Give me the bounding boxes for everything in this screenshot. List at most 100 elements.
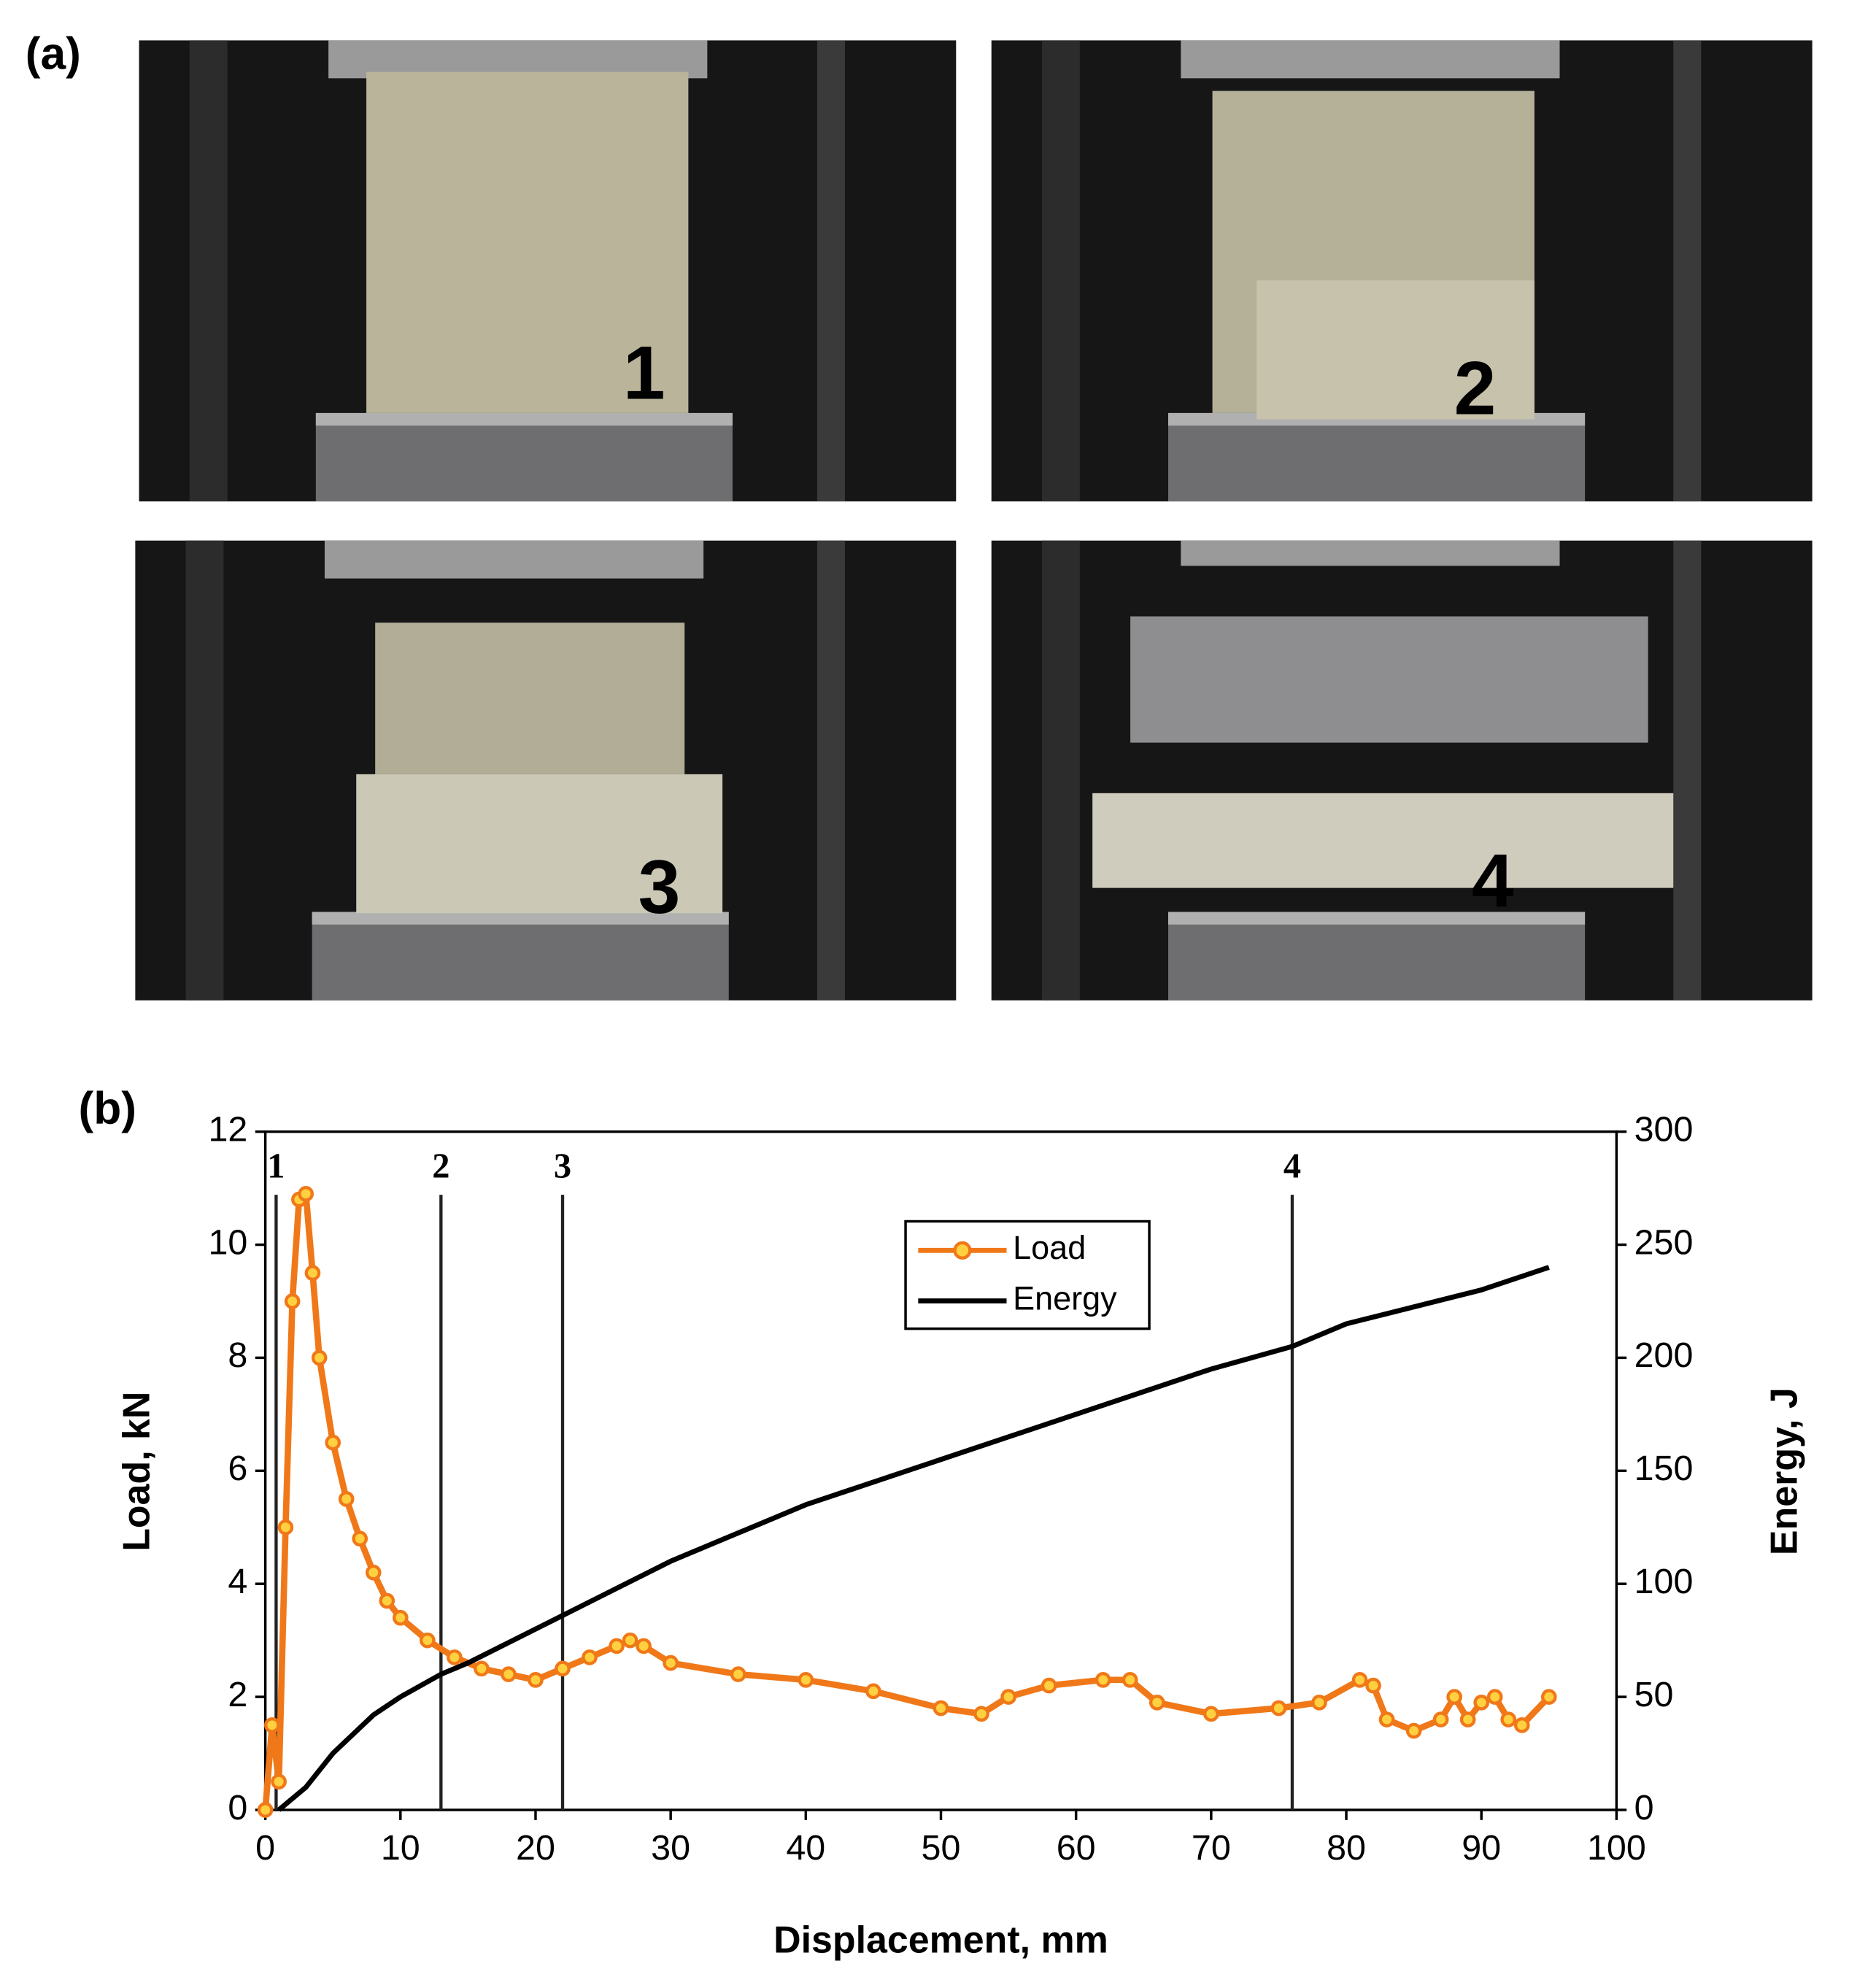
specimen-fold	[356, 774, 723, 914]
series-line	[277, 1265, 1550, 1812]
series-marker	[298, 1186, 314, 1202]
x-tick-label: 0	[255, 1828, 275, 1868]
x-axis-label: Displacement, mm	[773, 1919, 1108, 1961]
specimen-fold	[1257, 280, 1535, 420]
y2-tick-label: 250	[1634, 1222, 1694, 1262]
y2-tick-label: 0	[1634, 1788, 1654, 1827]
series-marker	[663, 1654, 679, 1671]
series-marker	[311, 1349, 328, 1366]
photo-label: 2	[1454, 346, 1497, 431]
photo-label: 1	[623, 331, 665, 416]
series-marker	[264, 1717, 280, 1733]
y2-tick-label: 100	[1634, 1562, 1694, 1601]
lower-platen-edge	[315, 412, 733, 426]
lower-platen	[315, 412, 733, 502]
lower-platen	[312, 912, 729, 1001]
x-tick-label: 20	[516, 1828, 555, 1868]
y-tick-label: 8	[228, 1336, 247, 1375]
series-marker	[1500, 1711, 1517, 1727]
lower-platen	[1168, 912, 1586, 1001]
machine-column	[1041, 540, 1080, 1001]
upper-platen	[1181, 540, 1560, 566]
upper-platen	[1181, 40, 1560, 79]
series-marker	[1459, 1711, 1476, 1727]
upper-platen-disk	[1130, 616, 1648, 743]
lower-platen-edge	[1168, 912, 1586, 925]
series-marker	[1513, 1717, 1530, 1733]
y2-tick-label: 50	[1634, 1675, 1674, 1714]
series-marker	[474, 1660, 490, 1677]
series-marker	[501, 1666, 517, 1682]
series-marker	[1000, 1689, 1016, 1705]
series-marker	[1540, 1689, 1557, 1705]
machine-column	[189, 40, 228, 502]
machine-column	[1673, 40, 1702, 502]
series-marker	[1122, 1672, 1138, 1688]
series-marker	[1378, 1711, 1395, 1727]
series-marker	[1446, 1689, 1462, 1705]
series-marker	[1311, 1695, 1327, 1711]
series-marker	[1486, 1689, 1503, 1705]
x-tick-label: 70	[1192, 1828, 1231, 1868]
specimen	[366, 72, 689, 413]
y-tick-label: 4	[228, 1562, 247, 1601]
series-marker	[1270, 1700, 1287, 1717]
series-marker	[1149, 1695, 1165, 1711]
x-tick-label: 40	[786, 1828, 825, 1868]
machine-column	[185, 540, 224, 1001]
x-tick-label: 80	[1327, 1828, 1366, 1868]
legend-box	[904, 1220, 1151, 1330]
series-marker	[304, 1265, 321, 1282]
series-marker	[284, 1293, 301, 1309]
series-marker	[933, 1700, 949, 1717]
y-tick-label: 6	[228, 1449, 247, 1488]
series-marker	[973, 1706, 989, 1722]
x-tick-label: 30	[651, 1828, 690, 1868]
x-tick-label: 50	[922, 1828, 961, 1868]
machine-column	[1041, 40, 1080, 502]
photo-label: 4	[1472, 839, 1514, 923]
y-tick-label: 10	[208, 1222, 247, 1262]
y2-tick-label: 200	[1634, 1336, 1694, 1375]
series-marker	[1365, 1677, 1381, 1694]
stage-label: 1	[267, 1147, 285, 1186]
series-marker	[1405, 1722, 1422, 1739]
x-tick-label: 100	[1587, 1828, 1646, 1868]
series-marker	[365, 1564, 382, 1581]
panel-label: (b)	[78, 1083, 136, 1133]
series-marker	[1095, 1672, 1111, 1688]
series-marker	[420, 1632, 436, 1649]
specimen-crushed	[1092, 793, 1674, 888]
y-tick-label: 2	[228, 1675, 247, 1714]
series-marker	[1432, 1711, 1449, 1727]
series-marker	[447, 1649, 463, 1665]
series-marker	[379, 1592, 395, 1609]
series-marker	[271, 1773, 287, 1790]
stage-label: 3	[554, 1147, 571, 1186]
y2-tick-label: 150	[1634, 1449, 1694, 1488]
series-marker	[1041, 1677, 1057, 1694]
series-marker	[730, 1666, 746, 1682]
series-marker	[257, 1802, 274, 1818]
y-tick-label: 12	[208, 1109, 247, 1149]
stage-label: 2	[432, 1147, 449, 1186]
series-marker	[636, 1638, 652, 1654]
legend-label: Load	[1013, 1229, 1086, 1266]
stage-label: 4	[1284, 1147, 1301, 1186]
series-marker	[1203, 1706, 1219, 1722]
series-marker	[582, 1649, 598, 1665]
series-marker	[622, 1632, 638, 1649]
y-tick-label: 0	[228, 1788, 247, 1827]
chart: (b) Displacement, mm Load, kN Energy, J …	[78, 1083, 1805, 1961]
upper-platen	[328, 40, 708, 79]
series-marker	[609, 1638, 625, 1654]
machine-column	[817, 540, 845, 1001]
y2-axis-label: Energy, J	[1764, 1387, 1806, 1555]
photo-label: 3	[638, 845, 681, 930]
y2-tick-label: 300	[1634, 1109, 1694, 1149]
series-marker	[338, 1491, 355, 1507]
panel-label: (a)	[26, 28, 81, 79]
upper-platen	[324, 540, 704, 579]
